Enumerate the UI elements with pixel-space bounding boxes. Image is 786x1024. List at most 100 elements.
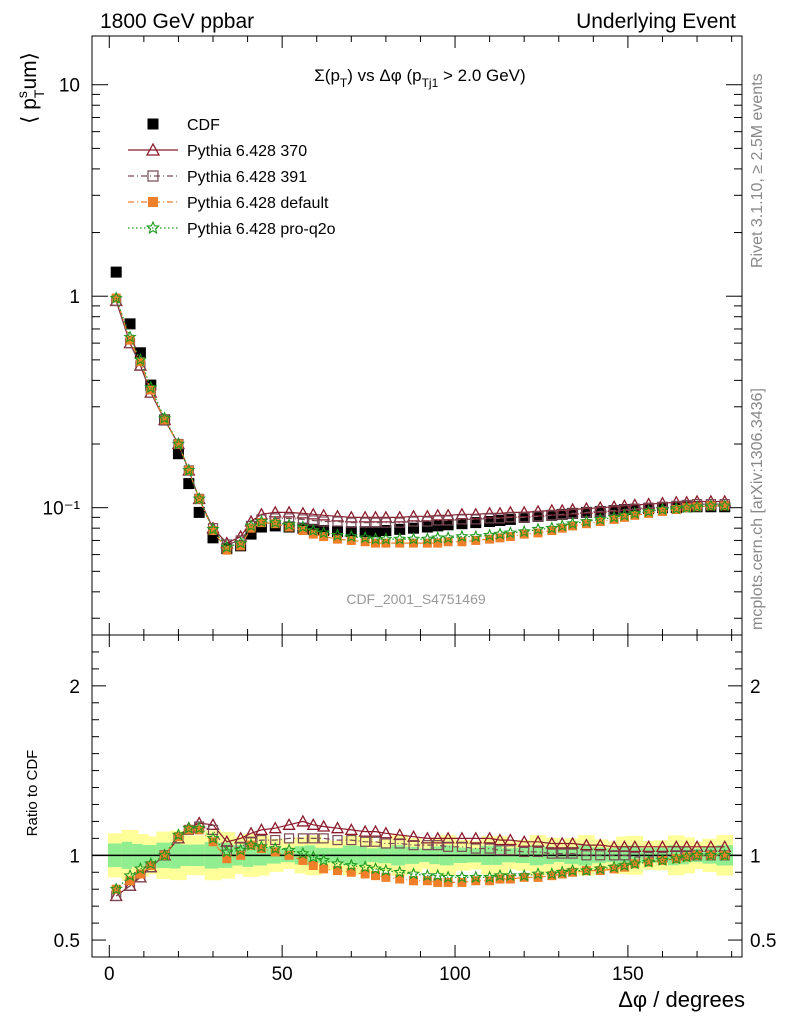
ratio-point [420, 831, 434, 844]
data-point [485, 534, 495, 544]
data-point [566, 516, 580, 530]
header-left: 1800 GeV ppbar [100, 10, 254, 33]
legend-label: Pythia 6.428 370 [187, 143, 307, 160]
ratio-point [443, 841, 454, 852]
ratio-point [160, 850, 170, 860]
data-point [268, 515, 282, 529]
ratio-point [234, 843, 248, 856]
ratio-point [182, 821, 196, 834]
data-point [358, 530, 372, 544]
ratio-point [282, 843, 296, 856]
ratio-point [171, 828, 186, 841]
ratio-point [194, 825, 204, 835]
ratio-point [517, 868, 531, 882]
ratio-point [346, 834, 357, 846]
ratio-point [306, 817, 320, 830]
data-point [158, 411, 172, 424]
x-tick-label: 50 [272, 964, 293, 985]
data-point [470, 514, 481, 525]
data-point [545, 521, 559, 534]
ratio-plot-area [109, 814, 732, 902]
legend-marker [147, 118, 159, 130]
data-point [370, 517, 381, 528]
ratio-point [557, 869, 567, 879]
ratio-point [394, 838, 405, 849]
ratio-point [495, 874, 505, 884]
ratio-point [690, 848, 704, 861]
ratio-point [692, 850, 702, 860]
legend-label: Pythia 6.428 default [187, 195, 329, 212]
legend-marker [147, 170, 159, 182]
data-point [394, 517, 405, 528]
ratio-point [422, 876, 432, 886]
legend-entry: Pythia 6.428 370 [128, 142, 307, 160]
data-point [245, 528, 257, 540]
data-point [124, 318, 136, 330]
data-point [690, 499, 704, 513]
ratio-point [111, 884, 121, 894]
data-point [394, 523, 406, 535]
ratio-y-tick-label-right: 2 [750, 677, 761, 698]
ratio-point [379, 863, 393, 877]
ratio-point [236, 850, 246, 860]
main-title: Σ(pT) vs Δφ (pTj1 > 2.0 GeV) [314, 66, 525, 90]
data-point [308, 529, 318, 539]
ratio-point [456, 841, 468, 852]
ratio-line [115, 825, 725, 897]
ratio-point [330, 856, 345, 870]
legend-label: CDF [187, 117, 220, 134]
data-point [306, 507, 320, 520]
ratio-point [609, 864, 619, 874]
data-point [380, 524, 392, 536]
ratio-point [146, 860, 156, 870]
ratio-point [595, 850, 606, 861]
data-point [346, 517, 357, 528]
data-point [317, 525, 331, 539]
ratio-point [244, 838, 258, 851]
data-point [393, 532, 407, 545]
ratio-point [483, 870, 497, 883]
data-point [455, 529, 469, 543]
ratio-point [296, 846, 310, 860]
data-point [457, 537, 467, 547]
ratio-point [503, 833, 517, 846]
analysis-watermark: CDF_2001_S4751469 [346, 591, 486, 607]
ratio-point [557, 848, 568, 859]
ratio-point [268, 841, 282, 855]
ratio-point [432, 840, 443, 851]
data-point [421, 521, 433, 533]
data-point [503, 525, 517, 539]
ratio-point [254, 839, 268, 853]
ratio-point [317, 819, 331, 832]
ratio-point [346, 867, 356, 877]
ratio-point [368, 861, 383, 875]
ratio-point [270, 834, 281, 846]
ratio-point [317, 853, 331, 866]
data-point [307, 523, 319, 535]
ratio-point [332, 866, 342, 876]
ratio-point [628, 856, 642, 870]
data-point [408, 516, 419, 527]
data-point [431, 508, 445, 521]
data-point [344, 510, 358, 523]
ratio-point [469, 831, 483, 844]
data-point [144, 380, 158, 394]
data-point [628, 506, 642, 519]
data-point [579, 514, 593, 528]
legend-marker [145, 220, 161, 235]
ratio-point [133, 862, 147, 875]
data-point [470, 517, 482, 529]
ratio-point [125, 876, 135, 886]
data-point [207, 532, 219, 544]
ratio-point [483, 831, 497, 844]
ratio-point [568, 867, 578, 877]
ratio-point [371, 871, 381, 881]
ratio-point [607, 860, 621, 873]
data-point [432, 515, 443, 526]
ratio-point [519, 872, 529, 882]
ratio-point [517, 834, 531, 847]
x-tick-label: 100 [439, 964, 471, 985]
ratio-point [344, 823, 358, 836]
ratio-point [332, 834, 343, 846]
data-point [297, 514, 309, 525]
